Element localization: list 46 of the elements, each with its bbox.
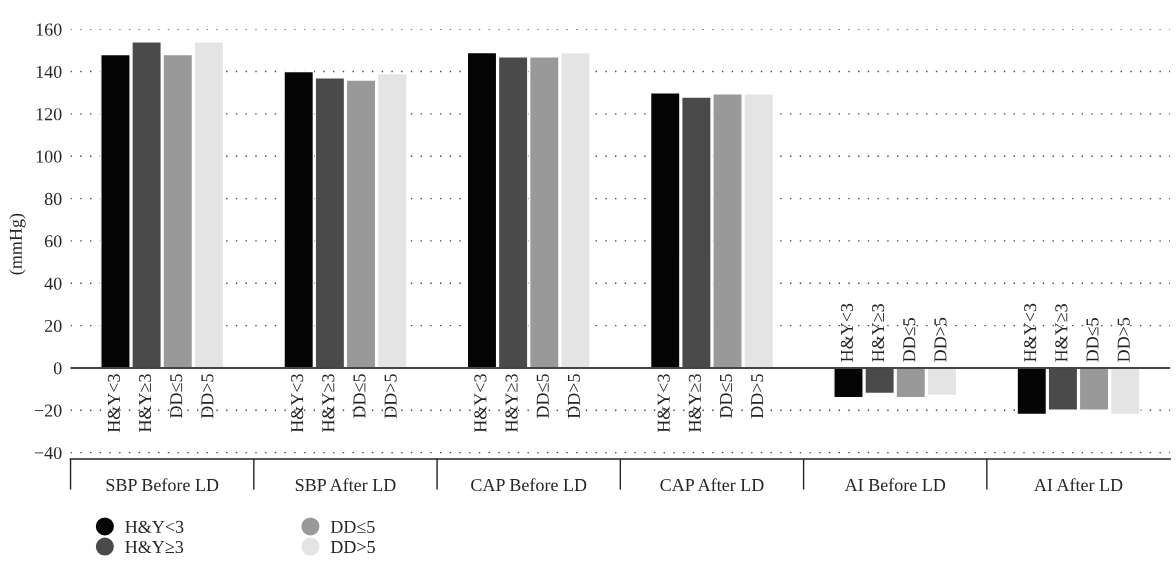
text: H&Y<3 xyxy=(840,303,854,362)
y-tick-label: −20 xyxy=(34,404,62,417)
text: H&Y<3 xyxy=(474,374,487,433)
text: H&Y<3 xyxy=(1024,303,1037,362)
x-tick-label: SBP Before LD xyxy=(106,478,219,492)
text: H&Y≥3 xyxy=(505,374,518,433)
x-tick-label: SBP After LD xyxy=(295,478,396,492)
legend-label: DD>5 xyxy=(330,541,375,554)
text: DD>5 xyxy=(1117,317,1130,362)
text: DD>5 xyxy=(567,374,580,419)
y-tick-label: 120 xyxy=(36,108,62,121)
y-tick-label: 80 xyxy=(44,192,62,206)
y-tick-label: 0 xyxy=(53,362,62,375)
text: H&Y<3 xyxy=(291,374,304,433)
y-tick-label: 60 xyxy=(44,235,62,248)
y-tick-label: 100 xyxy=(36,150,62,163)
text: DD≤5 xyxy=(353,374,366,418)
legend-label: H&Y≥3 xyxy=(125,540,184,554)
text: DD≤5 xyxy=(720,374,733,418)
text: H&Y≥3 xyxy=(871,304,885,362)
text: DD≤5 xyxy=(536,374,549,418)
text: DD≤5 xyxy=(170,374,183,418)
text: DD>5 xyxy=(201,374,214,419)
text: H&Y≥3 xyxy=(322,374,335,433)
y-tick-label: −40 xyxy=(34,446,62,460)
text: H&Y<3 xyxy=(107,374,120,433)
text: H&Y≥3 xyxy=(688,374,701,433)
text: DD>5 xyxy=(934,317,947,362)
y-axis-title: (mmHg) xyxy=(9,213,26,275)
text: DD>5 xyxy=(751,374,764,419)
y-tick-label: 140 xyxy=(36,65,62,79)
text: DD≤5 xyxy=(903,318,916,362)
x-tick-label: AI Before LD xyxy=(844,478,946,492)
y-tick-label: 40 xyxy=(44,277,62,290)
y-tick-label: 20 xyxy=(44,319,62,333)
text: DD>5 xyxy=(384,374,397,419)
text: H&Y<3 xyxy=(657,374,670,433)
x-tick-label: AI After LD xyxy=(1034,478,1123,492)
text: H&Y≥3 xyxy=(1055,304,1068,362)
x-tick-label: CAP Before LD xyxy=(471,478,587,492)
y-tick-label: 160 xyxy=(36,23,62,36)
x-tick-label: CAP After LD xyxy=(660,478,764,492)
legend-label: H&Y<3 xyxy=(125,520,184,533)
text: DD≤5 xyxy=(1086,318,1099,362)
legend-label: DD≤5 xyxy=(330,520,375,533)
text: H&Y≥3 xyxy=(138,374,152,433)
